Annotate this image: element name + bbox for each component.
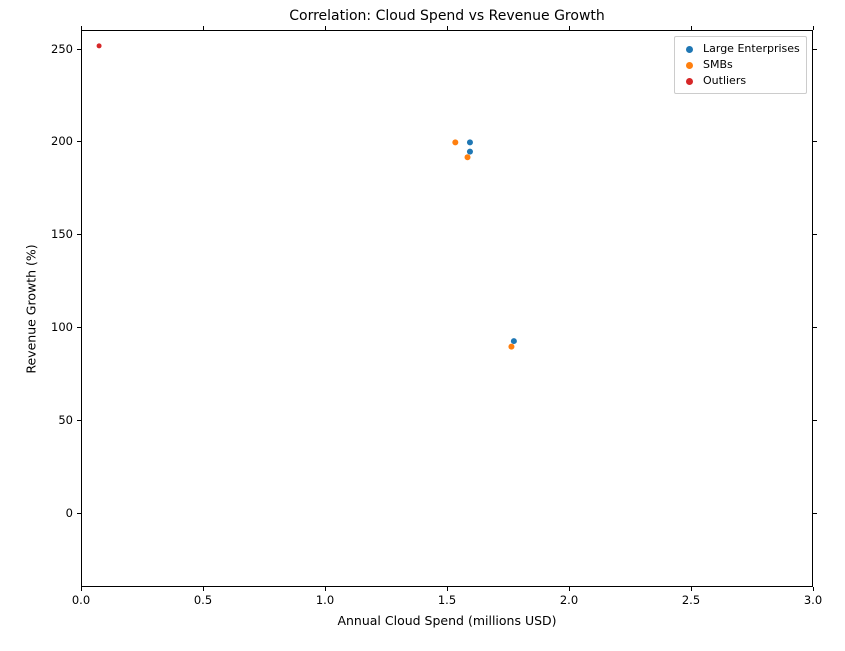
scatter-point — [467, 139, 473, 145]
scatter-point — [452, 139, 458, 145]
x-tick — [447, 26, 448, 30]
y-tick — [77, 420, 81, 421]
x-tick — [81, 587, 82, 591]
legend-swatch — [681, 44, 697, 54]
y-tick-label: 0 — [66, 506, 73, 520]
legend-label: SMBs — [703, 57, 733, 73]
y-tick-label: 150 — [51, 227, 73, 241]
y-tick-label: 250 — [51, 42, 73, 56]
legend-swatch — [681, 60, 697, 70]
x-tick-label: 0.0 — [72, 593, 90, 607]
y-tick — [77, 513, 81, 514]
x-tick — [203, 26, 204, 30]
x-tick — [325, 26, 326, 30]
x-tick-label: 2.5 — [682, 593, 700, 607]
y-tick — [813, 141, 817, 142]
x-tick — [813, 26, 814, 30]
x-tick-label: 0.5 — [194, 593, 212, 607]
y-tick — [813, 49, 817, 50]
scatter-point — [465, 154, 471, 160]
legend-item: Large Enterprises — [681, 41, 800, 57]
y-tick — [813, 327, 817, 328]
y-tick — [77, 141, 81, 142]
y-axis-label: Revenue Growth (%) — [24, 244, 39, 373]
legend: Large EnterprisesSMBsOutliers — [674, 36, 807, 94]
x-tick-label: 1.5 — [438, 593, 456, 607]
x-tick — [569, 587, 570, 591]
y-tick — [77, 234, 81, 235]
x-tick-label: 1.0 — [316, 593, 334, 607]
chart-title: Correlation: Cloud Spend vs Revenue Grow… — [289, 8, 605, 24]
x-tick — [813, 587, 814, 591]
legend-label: Outliers — [703, 73, 746, 89]
figure: Correlation: Cloud Spend vs Revenue Grow… — [0, 0, 845, 651]
y-tick — [813, 513, 817, 514]
legend-item: SMBs — [681, 57, 800, 73]
scatter-points — [82, 31, 814, 588]
legend-item: Outliers — [681, 73, 800, 89]
y-tick — [77, 327, 81, 328]
scatter-point — [467, 149, 473, 155]
x-tick — [81, 26, 82, 30]
legend-dot-icon — [686, 46, 693, 53]
x-tick — [325, 587, 326, 591]
x-tick — [203, 587, 204, 591]
y-tick-label: 200 — [51, 134, 73, 148]
y-tick — [813, 234, 817, 235]
x-tick — [569, 26, 570, 30]
legend-dot-icon — [686, 78, 693, 85]
x-tick — [691, 587, 692, 591]
legend-swatch — [681, 76, 697, 86]
scatter-point — [511, 338, 517, 344]
x-tick-label: 3.0 — [804, 593, 822, 607]
legend-dot-icon — [686, 62, 693, 69]
x-tick — [447, 587, 448, 591]
y-tick — [77, 49, 81, 50]
x-tick-label: 2.0 — [560, 593, 578, 607]
plot-area — [81, 30, 813, 587]
x-axis-label: Annual Cloud Spend (millions USD) — [337, 613, 556, 628]
y-tick-label: 50 — [58, 413, 73, 427]
y-tick — [813, 420, 817, 421]
scatter-point — [97, 43, 102, 48]
legend-label: Large Enterprises — [703, 41, 800, 57]
y-tick-label: 100 — [51, 320, 73, 334]
scatter-point — [508, 344, 514, 350]
x-tick — [691, 26, 692, 30]
